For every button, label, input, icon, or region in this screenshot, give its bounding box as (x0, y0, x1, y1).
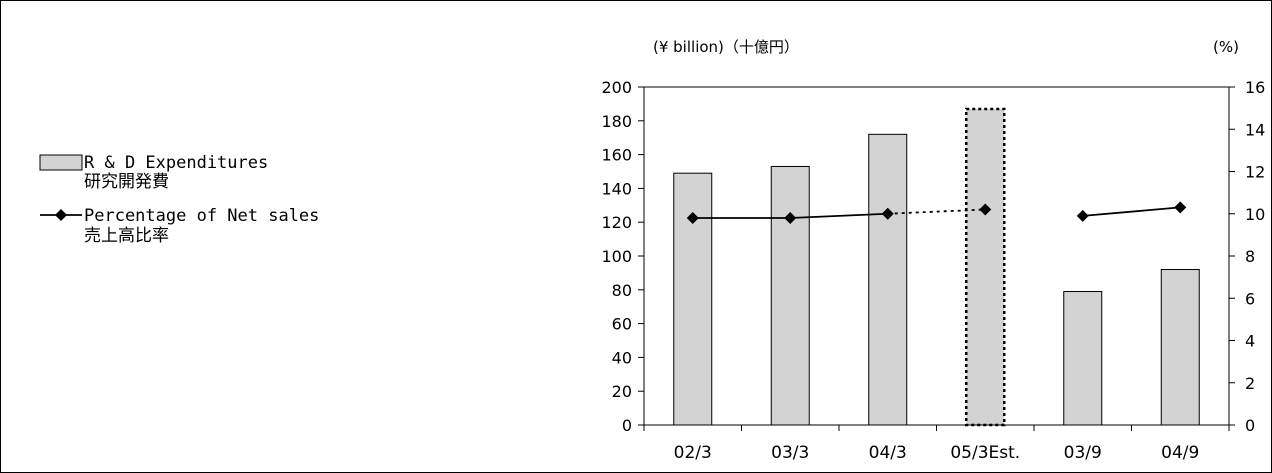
left-tick-label: 0 (622, 416, 632, 435)
right-tick-label: 6 (1245, 289, 1255, 308)
line-point (881, 207, 894, 220)
legend-bar-label: R & D Expenditures (84, 153, 268, 173)
x-tick-label: 04/9 (1161, 443, 1199, 463)
bar (868, 133, 908, 426)
x-tick-label: 02/3 (674, 443, 712, 463)
left-tick-label: 140 (601, 179, 632, 198)
x-tick-label: 05/3Est. (950, 443, 1020, 463)
left-tick-label: 80 (612, 281, 632, 300)
line-segment-dotted (887, 208, 986, 215)
right-axis-unit: (%) (1213, 38, 1239, 56)
legend-bar-swatch (39, 154, 83, 171)
bar-estimate (965, 107, 1006, 427)
right-tick-label: 0 (1245, 416, 1255, 435)
legend-bar-label-jp: 研究開発費 (84, 172, 169, 192)
left-tick-label: 40 (612, 348, 632, 367)
legend-line-label-jp: 売上高比率 (84, 226, 169, 246)
line-segment (790, 212, 888, 219)
x-tick-label: 03/3 (771, 443, 809, 463)
line-point (1174, 201, 1187, 214)
right-tick-label: 4 (1245, 332, 1255, 351)
legend-line-label: Percentage of Net sales (84, 206, 319, 226)
bar (770, 165, 810, 426)
right-tick-label: 12 (1245, 163, 1265, 182)
left-tick-label: 200 (601, 78, 632, 97)
line-segment (1082, 206, 1181, 217)
line-point (686, 211, 699, 224)
right-tick-label: 14 (1245, 120, 1265, 139)
line-point (979, 203, 992, 216)
left-tick-label: 100 (601, 247, 632, 266)
legend-line-marker (55, 209, 67, 221)
bar (1063, 290, 1103, 426)
right-tick-label: 10 (1245, 205, 1265, 224)
left-tick-label: 160 (601, 146, 632, 165)
right-tick-label: 2 (1245, 374, 1255, 393)
line-point (784, 211, 797, 224)
left-tick-label: 20 (612, 382, 632, 401)
right-tick-label: 8 (1245, 247, 1255, 266)
left-axis-unit: (¥ billion)（十億円） (653, 38, 799, 56)
left-tick-label: 60 (612, 315, 632, 334)
bar (1160, 269, 1200, 426)
line-point (1076, 209, 1089, 222)
left-tick-label: 120 (601, 213, 632, 232)
x-tick-label: 03/9 (1064, 443, 1102, 463)
right-tick-label: 16 (1245, 78, 1265, 97)
left-tick-label: 180 (601, 112, 632, 131)
bar (673, 172, 713, 426)
x-tick-label: 04/3 (869, 443, 907, 463)
